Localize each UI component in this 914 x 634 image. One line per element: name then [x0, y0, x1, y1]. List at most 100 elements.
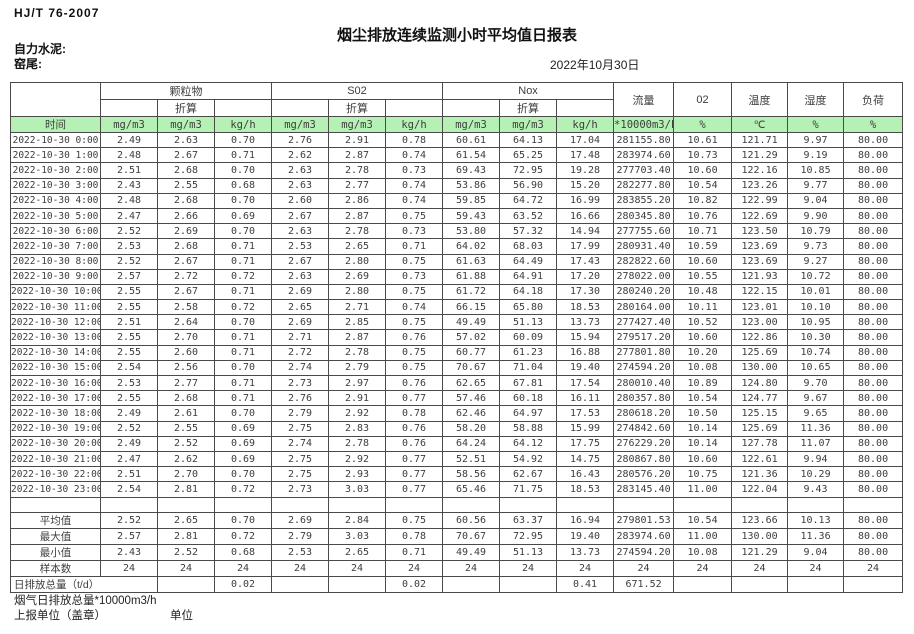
value-cell: 0.70 — [213, 359, 273, 377]
value-cell: 24 — [100, 559, 158, 577]
value-cell: 2.65 — [328, 238, 387, 255]
value-cell: 51.13 — [499, 314, 558, 331]
value-cell: 3.03 — [328, 527, 387, 545]
value-cell — [442, 575, 501, 593]
value-cell: 2.56 — [157, 359, 215, 377]
value-cell: 0.71 — [213, 374, 273, 392]
unit-cell: mg/m3 — [271, 116, 330, 133]
value-cell: 2.53 — [100, 374, 158, 392]
value-cell: 2.86 — [328, 192, 387, 209]
value-cell: 276229.20 — [613, 435, 675, 452]
value-cell: 62.46 — [442, 405, 501, 422]
value-cell: 9.94 — [787, 450, 845, 468]
value-cell: 0.76 — [385, 374, 444, 392]
value-cell: 2.51 — [100, 466, 158, 483]
row-label-cell: 2022-10-30 5:00 — [10, 207, 101, 225]
monitoring-table: 颗粒物 S02 Nox 流量 02 温度 湿度 负荷 折算 折算 折算 时间 m… — [10, 82, 904, 593]
value-cell: 2.83 — [328, 420, 387, 437]
table-row: 平均值 2.52 2.65 0.70 2.69 2.84 0.75 60.56 63.37 16.… — [10, 511, 904, 529]
value-cell: 10.89 — [673, 374, 733, 392]
value-cell: 0.69 — [213, 435, 273, 452]
value-cell: 10.85 — [787, 162, 845, 179]
value-cell: 2.97 — [328, 374, 387, 392]
value-cell: 11.36 — [787, 527, 845, 545]
value-cell: 2.55 — [100, 344, 158, 361]
report-date: 2022年10月30日 — [550, 58, 640, 72]
company-label: 自力水泥: — [14, 42, 66, 56]
value-cell: 80.00 — [843, 162, 904, 179]
value-cell: 24 — [787, 559, 845, 577]
value-cell: 2.48 — [100, 192, 158, 209]
value-cell: 123.50 — [731, 223, 789, 240]
value-cell: 280240.20 — [613, 283, 675, 301]
value-cell: 280164.00 — [613, 299, 675, 316]
value-cell: 62.67 — [499, 466, 558, 483]
value-cell: 10.54 — [673, 390, 733, 407]
value-cell: 10.72 — [787, 268, 845, 285]
so2-rate-header — [385, 99, 444, 117]
value-cell: 17.99 — [556, 238, 615, 255]
table-row: 2022-10-30 4:00 2.48 2.68 0.70 2.60 2.86 0.74 5… — [10, 192, 904, 209]
value-cell: 124.77 — [731, 390, 789, 407]
row-label-cell: 2022-10-30 7:00 — [10, 238, 101, 255]
value-cell: 124.80 — [731, 374, 789, 392]
value-cell: 2.69 — [271, 314, 330, 331]
value-cell: 2.68 — [157, 390, 215, 407]
value-cell: 121.29 — [731, 543, 789, 561]
value-cell: 0.72 — [213, 268, 273, 285]
value-cell: 80.00 — [843, 131, 904, 149]
value-cell: 80.00 — [843, 177, 904, 194]
table-row: 2022-10-30 6:00 2.52 2.69 0.70 2.63 2.78 0.73 5… — [10, 223, 904, 240]
value-cell: 0.75 — [385, 314, 444, 331]
value-cell: 80.00 — [843, 466, 904, 483]
value-cell: 19.40 — [556, 359, 615, 377]
value-cell — [213, 496, 273, 513]
value-cell: 2.80 — [328, 253, 387, 270]
value-cell: 10.60 — [673, 329, 733, 346]
value-cell: 59.85 — [442, 192, 501, 209]
value-cell: 2.52 — [100, 253, 158, 270]
value-cell: 2.65 — [157, 511, 215, 529]
value-cell: 24 — [843, 559, 904, 577]
value-cell: 53.80 — [442, 223, 501, 240]
value-cell: 64.49 — [499, 253, 558, 270]
value-cell: 279517.20 — [613, 329, 675, 346]
row-label-cell: 2022-10-30 2:00 — [10, 162, 101, 179]
value-cell: 122.04 — [731, 481, 789, 498]
value-cell: 9.65 — [787, 405, 845, 422]
value-cell: 2.65 — [271, 299, 330, 316]
value-cell: 53.86 — [442, 177, 501, 194]
data-rows: 2022-10-30 0:00 2.49 2.63 0.70 2.76 2.91 0.78 6… — [10, 131, 904, 498]
summary-rows: 平均值 2.52 2.65 0.70 2.69 2.84 0.75 60.56 63.37 16.… — [10, 496, 904, 593]
value-cell: 2.53 — [271, 543, 330, 561]
value-cell: 10.60 — [673, 253, 733, 270]
value-cell: 277801.80 — [613, 344, 675, 361]
row-label-cell — [10, 496, 101, 513]
units-header-row: 时间 mg/m3 mg/m3 kg/h mg/m3 mg/m3 kg/h mg/… — [10, 116, 904, 133]
value-cell: 122.69 — [731, 207, 789, 225]
value-cell: 10.10 — [787, 299, 845, 316]
value-cell: 9.19 — [787, 147, 845, 164]
value-cell: 15.99 — [556, 420, 615, 437]
value-cell: 9.97 — [787, 131, 845, 149]
value-cell: 17.48 — [556, 147, 615, 164]
value-cell: 0.71 — [213, 390, 273, 407]
value-cell: 2.79 — [328, 359, 387, 377]
value-cell: 2.63 — [157, 131, 215, 149]
table-row: 2022-10-30 19:00 2.52 2.55 0.69 2.75 2.83 0.76… — [10, 420, 904, 437]
table-header: 颗粒物 S02 Nox 流量 02 温度 湿度 负荷 折算 折算 折算 时间 m… — [10, 82, 904, 133]
value-cell: 0.71 — [213, 283, 273, 301]
value-cell: 16.43 — [556, 466, 615, 483]
value-cell — [157, 575, 215, 593]
unit-cell: mg/m3 — [442, 116, 501, 133]
value-cell: 0.76 — [385, 329, 444, 346]
value-cell: 0.68 — [213, 543, 273, 561]
report-title: 烟尘排放连续监测小时平均值日报表 — [336, 27, 577, 44]
value-cell: 0.02 — [213, 575, 273, 593]
value-cell: 0.75 — [385, 253, 444, 270]
table-row: 2022-10-30 1:00 2.48 2.67 0.71 2.62 2.87 0.74 6… — [10, 147, 904, 164]
value-cell: 80.00 — [843, 374, 904, 392]
o2-header: 02 — [673, 82, 733, 117]
nox-raw-header — [442, 99, 501, 117]
value-cell: 57.02 — [442, 329, 501, 346]
